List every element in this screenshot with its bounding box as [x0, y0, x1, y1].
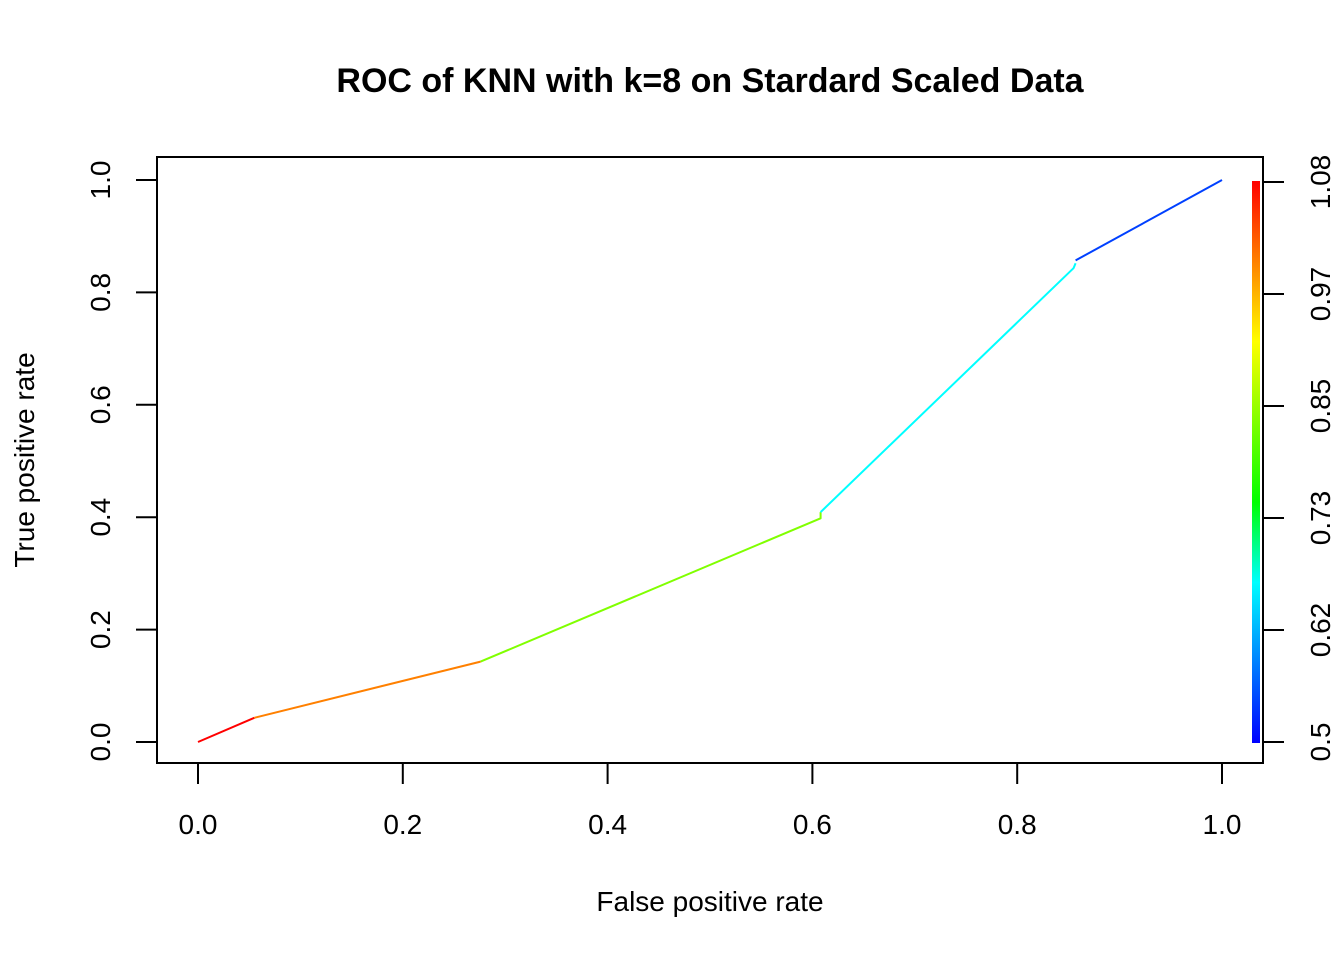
y-tick-label: 0.4: [85, 498, 116, 537]
chart-title: ROC of KNN with k=8 on Stardard Scaled D…: [336, 62, 1084, 100]
roc-segment: [197, 716, 255, 743]
y-tick-label: 0.0: [85, 723, 116, 762]
y-tick-label: 1.0: [85, 161, 116, 200]
y-tick-label: 0.2: [85, 610, 116, 649]
x-tick-label: 0.2: [383, 809, 422, 840]
cutoff-colorbar: 0.5 0.62 0.73 0.85 0.97 1.08: [1252, 155, 1336, 762]
colorbar-tick-label: 1.08: [1305, 155, 1336, 210]
x-axis-label: False positive rate: [596, 886, 823, 917]
colorbar-tick-label: 0.85: [1305, 379, 1336, 434]
x-tick-label: 0.0: [179, 809, 218, 840]
y-tick-label: 0.6: [85, 385, 116, 424]
colorbar-tick-label: 0.97: [1305, 267, 1336, 322]
x-tick-label: 0.6: [793, 809, 832, 840]
roc-curve: [197, 179, 1223, 743]
x-tick-label: 1.0: [1203, 809, 1242, 840]
x-tick-label: 0.8: [998, 809, 1037, 840]
colorbar-tick-label: 0.5: [1305, 723, 1336, 762]
x-tick-label: 0.4: [588, 809, 627, 840]
roc-segment: [819, 262, 1077, 513]
x-axis: 0.0 0.2 0.4 0.6 0.8 1.0: [179, 763, 1242, 840]
roc-segment: [480, 512, 822, 663]
y-axis: 0.0 0.2 0.4 0.6 0.8 1.0: [85, 161, 157, 762]
roc-segment: [254, 660, 481, 719]
roc-segment: [1075, 179, 1223, 262]
colorbar-gradient: [1252, 181, 1260, 743]
plot-frame: [156, 156, 1264, 764]
colorbar-tick-label: 0.62: [1305, 603, 1336, 658]
colorbar-tick-label: 0.73: [1305, 491, 1336, 546]
y-tick-label: 0.8: [85, 273, 116, 312]
y-axis-label: True positive rate: [9, 352, 40, 567]
